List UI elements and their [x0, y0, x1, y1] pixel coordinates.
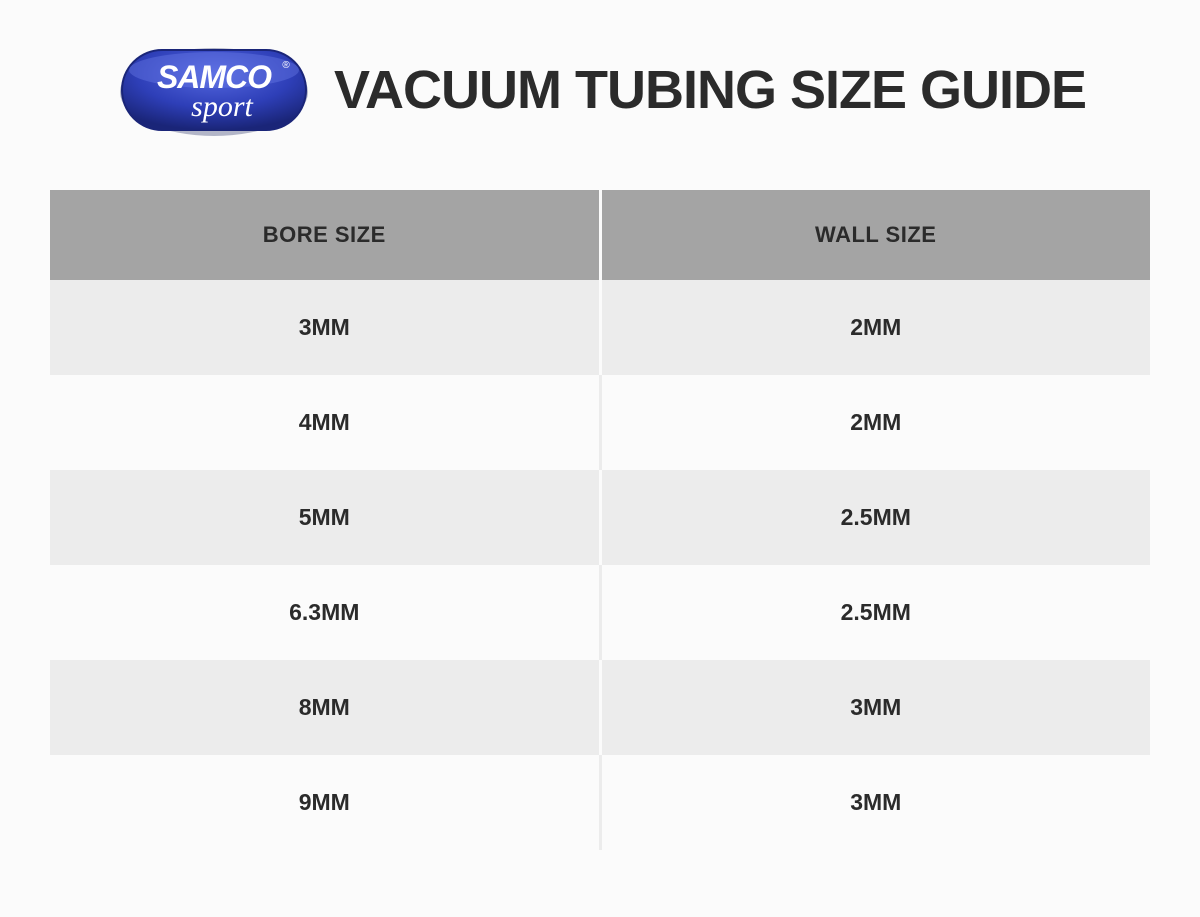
wall-size-cell: 2MM — [602, 375, 1151, 470]
table-row: 8MM 3MM — [50, 660, 1150, 755]
column-header-bore: BORE SIZE — [50, 190, 602, 280]
page-title: VACUUM TUBING SIZE GUIDE — [334, 59, 1086, 121]
table-row: 5MM 2.5MM — [50, 470, 1150, 565]
bore-size-cell: 9MM — [50, 755, 602, 850]
table-header-row: BORE SIZE WALL SIZE — [50, 190, 1150, 280]
bore-size-cell: 6.3MM — [50, 565, 602, 660]
bore-size-cell: 4MM — [50, 375, 602, 470]
bore-size-cell: 5MM — [50, 470, 602, 565]
wall-size-cell: 2MM — [602, 280, 1151, 375]
wall-size-cell: 2.5MM — [602, 470, 1151, 565]
bore-size-cell: 8MM — [50, 660, 602, 755]
page-header: SAMCO ® sport VACUUM TUBING SIZE GUIDE — [50, 40, 1150, 140]
wall-size-cell: 2.5MM — [602, 565, 1151, 660]
svg-text:sport: sport — [191, 90, 253, 123]
wall-size-cell: 3MM — [602, 660, 1151, 755]
table-row: 6.3MM 2.5MM — [50, 565, 1150, 660]
wall-size-cell: 3MM — [602, 755, 1151, 850]
column-header-wall: WALL SIZE — [602, 190, 1151, 280]
size-guide-table: BORE SIZE WALL SIZE 3MM 2MM 4MM 2MM 5MM … — [50, 190, 1150, 850]
table-row: 3MM 2MM — [50, 280, 1150, 375]
table-row: 4MM 2MM — [50, 375, 1150, 470]
bore-size-cell: 3MM — [50, 280, 602, 375]
samco-sport-logo: SAMCO ® sport — [114, 40, 314, 140]
table-row: 9MM 3MM — [50, 755, 1150, 850]
svg-text:®: ® — [282, 60, 290, 71]
